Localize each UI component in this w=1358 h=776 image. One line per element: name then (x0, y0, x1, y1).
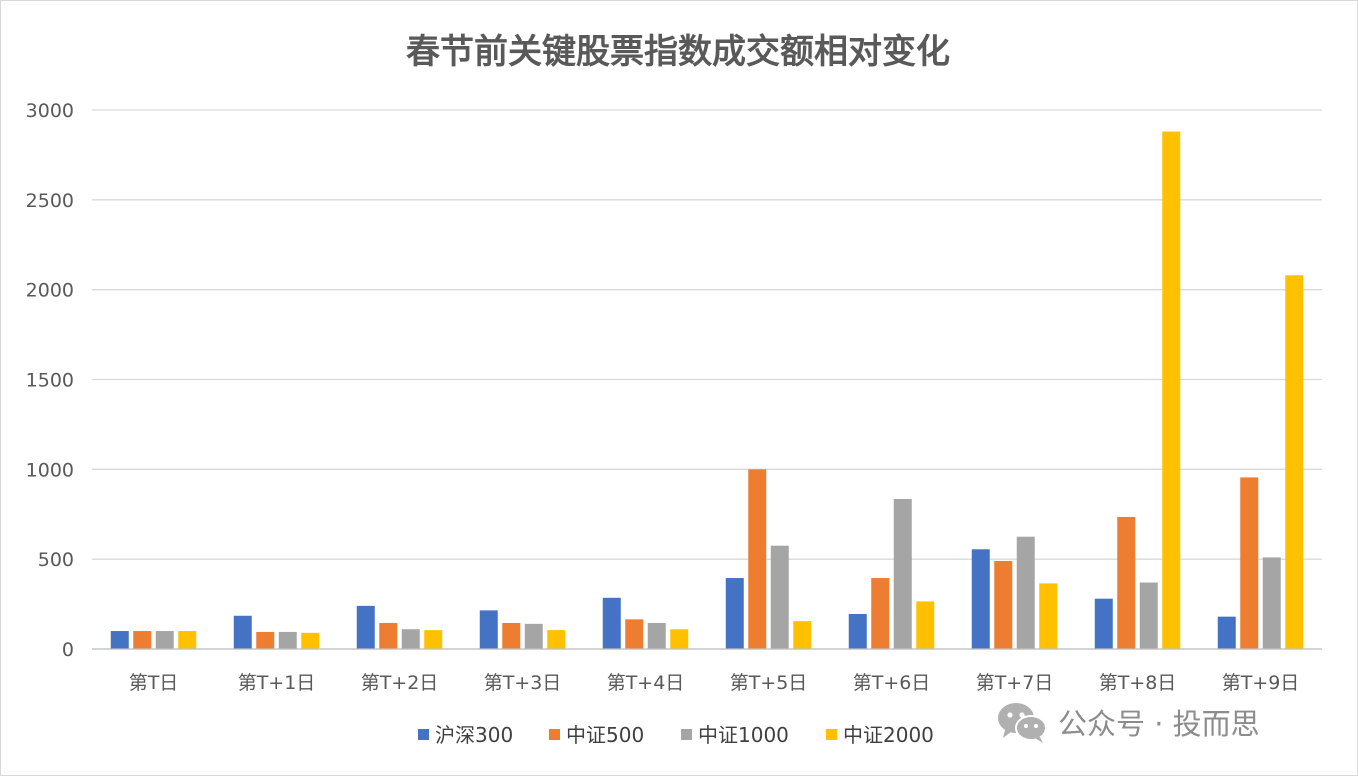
bar (893, 498, 912, 649)
bar (301, 632, 320, 649)
bar (670, 629, 689, 649)
y-tick-label: 1500 (26, 370, 74, 392)
bar (502, 622, 521, 649)
bar (379, 622, 398, 649)
bar (110, 631, 129, 649)
bar (524, 623, 543, 649)
y-tick-label: 500 (38, 549, 74, 571)
y-tick-label: 0 (62, 639, 74, 661)
bar (278, 631, 297, 649)
x-tick-label: 第T+6日 (853, 672, 931, 694)
bar (178, 631, 197, 649)
y-tick-label: 1000 (26, 459, 74, 481)
bar (994, 560, 1013, 649)
bar (1262, 557, 1281, 649)
watermark: 公众号 · 投而思 (996, 700, 1260, 744)
bar (233, 615, 252, 649)
bar (602, 597, 621, 649)
bars (110, 131, 1304, 649)
gridlines (92, 109, 1322, 650)
legend-label: 中证500 (566, 723, 644, 747)
x-tick-label: 第T+3日 (484, 672, 562, 694)
legend-swatch (681, 729, 692, 740)
bar (1139, 582, 1158, 649)
bar (133, 631, 152, 649)
x-tick-label: 第T+7日 (976, 672, 1054, 694)
bar (256, 631, 275, 649)
legend-label: 中证1000 (698, 723, 789, 747)
bar (547, 630, 566, 649)
bar (155, 631, 174, 649)
y-tick-label: 2500 (26, 190, 74, 212)
legend-swatch (418, 729, 429, 740)
legend-swatch (549, 729, 560, 740)
x-tick-label: 第T+1日 (238, 672, 316, 694)
y-tick-label: 2000 (26, 280, 74, 302)
x-tick-label: 第T+9日 (1222, 672, 1300, 694)
bar (356, 605, 375, 649)
watermark-text: 公众号 · 投而思 (1058, 707, 1260, 741)
bar (748, 469, 767, 649)
chart-title: 春节前关键股票指数成交额相对变化 (406, 32, 950, 72)
y-axis: 0 500 1000 1500 2000 2500 3000 (26, 100, 74, 661)
bar (1240, 477, 1259, 649)
legend: 沪深300 中证500 中证1000 中证2000 (418, 723, 934, 747)
x-tick-label: 第T日 (129, 672, 179, 694)
x-axis: 第T日 第T+1日 第T+2日 第T+3日 第T+4日 第T+5日 第T+6日 第T+7日 第T… (92, 648, 1322, 694)
bar (1016, 536, 1035, 649)
bar (625, 619, 644, 649)
bar (401, 629, 420, 649)
bar (1285, 275, 1304, 649)
bar (479, 610, 498, 649)
bar (770, 545, 789, 649)
x-tick-label: 第T+5日 (730, 672, 808, 694)
bar (1039, 583, 1058, 649)
bar (793, 621, 812, 649)
bar (848, 613, 867, 649)
bar (1094, 598, 1113, 649)
bar (725, 578, 744, 649)
bar (424, 630, 443, 649)
wechat-icon (998, 703, 1047, 743)
x-tick-label: 第T+8日 (1099, 672, 1177, 694)
legend-label: 中证2000 (843, 723, 934, 747)
bar (971, 549, 990, 649)
y-tick-label: 3000 (26, 100, 74, 122)
bar (647, 622, 666, 649)
bar (871, 578, 890, 649)
bar (1217, 616, 1236, 649)
bar (1162, 131, 1181, 649)
legend-swatch (826, 729, 837, 740)
x-tick-label: 第T+4日 (607, 672, 685, 694)
bar (916, 601, 935, 649)
legend-label: 沪深300 (435, 723, 513, 747)
bar (1117, 516, 1136, 649)
x-tick-label: 第T+2日 (361, 672, 439, 694)
